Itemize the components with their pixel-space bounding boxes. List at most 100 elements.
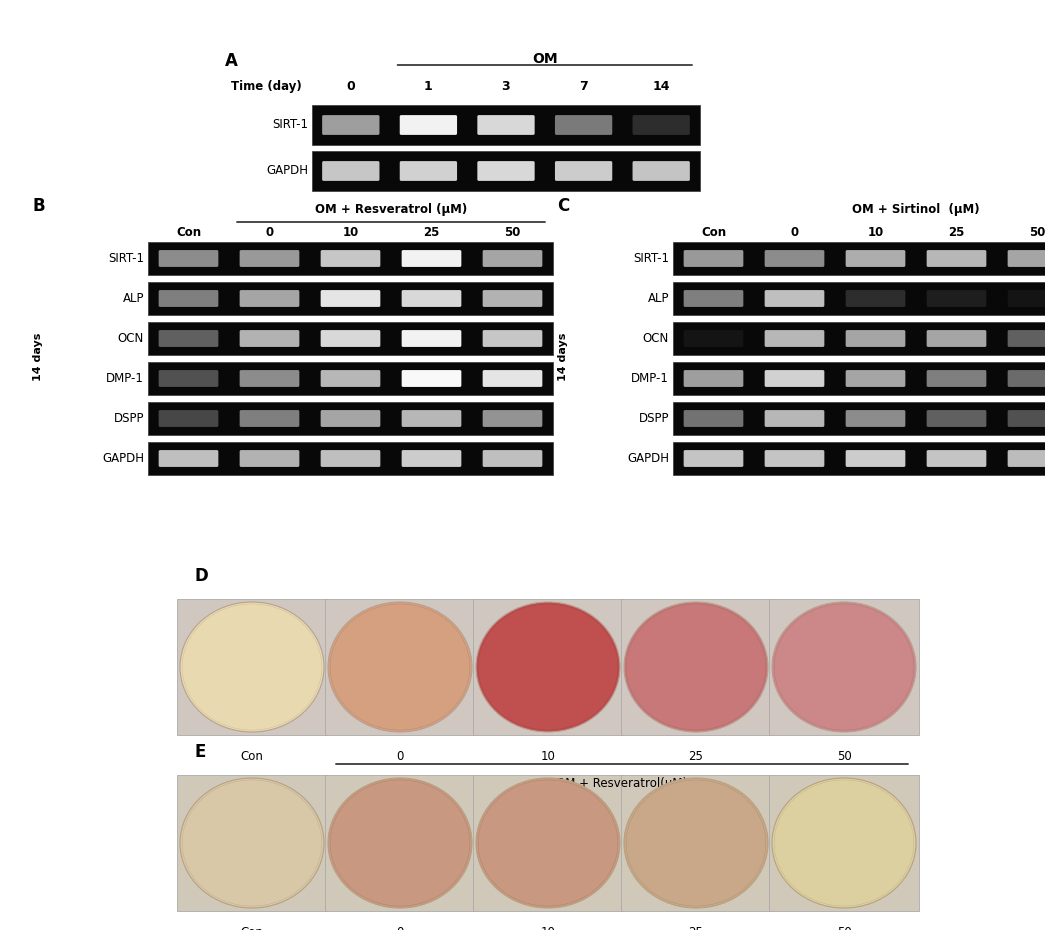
Bar	[177, 775, 327, 911]
Text: 3: 3	[502, 80, 510, 93]
Ellipse shape	[772, 778, 916, 908]
Text: OM + Sirtinol  (μM): OM + Sirtinol (μM)	[852, 203, 980, 216]
Text: OM + Resveratrol (μM): OM + Resveratrol (μM)	[315, 203, 467, 216]
FancyBboxPatch shape	[683, 450, 743, 467]
Bar	[312, 151, 700, 191]
Text: GAPDH: GAPDH	[266, 165, 308, 178]
Ellipse shape	[477, 778, 620, 908]
Text: 1: 1	[424, 80, 433, 93]
Text: 0: 0	[265, 226, 274, 239]
Ellipse shape	[180, 778, 324, 908]
Text: GAPDH: GAPDH	[627, 452, 669, 465]
Bar	[673, 242, 1045, 275]
FancyBboxPatch shape	[1007, 330, 1045, 347]
Bar	[673, 322, 1045, 355]
Text: DSPP: DSPP	[638, 412, 669, 425]
Text: ALP: ALP	[122, 292, 144, 305]
Text: A: A	[225, 52, 238, 70]
FancyBboxPatch shape	[159, 410, 218, 427]
Text: 14 days: 14 days	[33, 332, 43, 380]
Bar	[148, 322, 553, 355]
Bar	[148, 402, 553, 435]
Text: SIRT-1: SIRT-1	[272, 118, 308, 131]
Bar	[621, 599, 771, 735]
Text: GAPDH: GAPDH	[102, 452, 144, 465]
FancyBboxPatch shape	[845, 410, 905, 427]
Text: 50: 50	[837, 750, 852, 763]
FancyBboxPatch shape	[478, 161, 535, 181]
FancyBboxPatch shape	[483, 370, 542, 387]
FancyBboxPatch shape	[632, 115, 690, 135]
FancyBboxPatch shape	[765, 450, 825, 467]
FancyBboxPatch shape	[555, 115, 612, 135]
FancyBboxPatch shape	[322, 161, 379, 181]
Text: ALP: ALP	[648, 292, 669, 305]
Text: DSPP: DSPP	[114, 412, 144, 425]
Text: 14 days: 14 days	[200, 643, 210, 691]
FancyBboxPatch shape	[1007, 370, 1045, 387]
FancyBboxPatch shape	[845, 370, 905, 387]
Bar	[473, 599, 623, 735]
FancyBboxPatch shape	[765, 370, 825, 387]
FancyBboxPatch shape	[401, 290, 461, 307]
FancyBboxPatch shape	[1007, 450, 1045, 467]
Bar	[148, 362, 553, 395]
Bar	[673, 402, 1045, 435]
Text: 0: 0	[347, 80, 355, 93]
Bar	[325, 775, 475, 911]
Text: 0: 0	[790, 226, 798, 239]
Text: 0: 0	[396, 750, 403, 763]
Text: 7: 7	[579, 80, 588, 93]
Text: 10: 10	[867, 226, 884, 239]
Text: OCN: OCN	[118, 332, 144, 345]
FancyBboxPatch shape	[683, 370, 743, 387]
FancyBboxPatch shape	[765, 290, 825, 307]
FancyBboxPatch shape	[239, 290, 299, 307]
FancyBboxPatch shape	[683, 250, 743, 267]
FancyBboxPatch shape	[321, 330, 380, 347]
FancyBboxPatch shape	[927, 370, 986, 387]
Text: C: C	[557, 197, 570, 215]
Text: SIRT-1: SIRT-1	[633, 252, 669, 265]
Ellipse shape	[180, 602, 324, 732]
Text: 25: 25	[689, 926, 703, 930]
Text: 25: 25	[423, 226, 440, 239]
FancyBboxPatch shape	[239, 250, 299, 267]
FancyBboxPatch shape	[483, 250, 542, 267]
Text: B: B	[32, 197, 45, 215]
Bar	[148, 242, 553, 275]
FancyBboxPatch shape	[321, 410, 380, 427]
Text: 10: 10	[343, 226, 358, 239]
FancyBboxPatch shape	[400, 115, 457, 135]
FancyBboxPatch shape	[683, 410, 743, 427]
Ellipse shape	[328, 602, 472, 732]
Text: 0: 0	[396, 926, 403, 930]
FancyBboxPatch shape	[159, 450, 218, 467]
Text: 50: 50	[505, 226, 520, 239]
FancyBboxPatch shape	[159, 330, 218, 347]
FancyBboxPatch shape	[1007, 250, 1045, 267]
Text: OM + Resveratrol(μM): OM + Resveratrol(μM)	[556, 777, 688, 790]
FancyBboxPatch shape	[400, 161, 457, 181]
Text: Con: Con	[701, 226, 726, 239]
FancyBboxPatch shape	[239, 330, 299, 347]
Text: Time (day): Time (day)	[231, 80, 302, 93]
FancyBboxPatch shape	[927, 330, 986, 347]
FancyBboxPatch shape	[1007, 290, 1045, 307]
Text: 14 days: 14 days	[200, 818, 210, 867]
FancyBboxPatch shape	[632, 161, 690, 181]
FancyBboxPatch shape	[239, 370, 299, 387]
Bar	[473, 775, 623, 911]
FancyBboxPatch shape	[478, 115, 535, 135]
Text: 10: 10	[540, 926, 556, 930]
Text: OM: OM	[532, 52, 558, 66]
Text: 10: 10	[540, 750, 556, 763]
Text: Con: Con	[240, 750, 263, 763]
FancyBboxPatch shape	[483, 410, 542, 427]
FancyBboxPatch shape	[845, 330, 905, 347]
FancyBboxPatch shape	[322, 115, 379, 135]
Text: 50: 50	[1029, 226, 1045, 239]
FancyBboxPatch shape	[683, 330, 743, 347]
Text: 14: 14	[652, 80, 670, 93]
FancyBboxPatch shape	[927, 410, 986, 427]
